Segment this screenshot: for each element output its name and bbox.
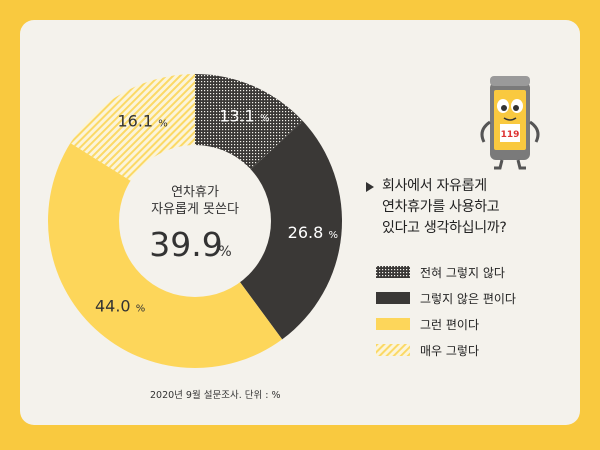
legend-item: 전혀 그렇지 않다 [376, 263, 516, 281]
chart-legend: 전혀 그렇지 않다 그렇지 않은 편이다 그런 편이다 매우 그렇다 [376, 263, 516, 367]
triangle-bullet-icon [366, 182, 374, 192]
legend-label: 매우 그렇다 [420, 343, 480, 358]
phone-mascot-illustration: 119 [480, 76, 540, 170]
question-line-2: 연차휴가를 사용하고 [382, 199, 500, 215]
slice-percent-sign: % [158, 118, 168, 129]
legend-item: 그런 편이다 [376, 315, 516, 333]
legend-item: 그렇지 않은 편이다 [376, 289, 516, 307]
donut-hole [119, 145, 271, 297]
legend-label: 전혀 그렇지 않다 [420, 265, 505, 280]
survey-question: 회사에서 자유롭게 연차휴가를 사용하고 있다고 생각하십니까? [366, 176, 572, 239]
slice-percent-sign: % [260, 114, 270, 125]
legend-label: 그런 편이다 [420, 317, 480, 332]
question-line-1: 회사에서 자유롭게 [382, 178, 487, 194]
legend-swatch-dark [376, 292, 410, 304]
legend-swatch-hatch [376, 344, 410, 356]
svg-text:119: 119 [501, 130, 520, 140]
center-line-1: 연차휴가 [171, 185, 219, 200]
legend-swatch-dots [376, 266, 410, 278]
slice-percent-sign: % [136, 303, 146, 314]
legend-swatch-yellow [376, 318, 410, 330]
legend-label: 그렇지 않은 편이다 [420, 291, 516, 306]
legend-item: 매우 그렇다 [376, 341, 516, 359]
slice-value-label: 44.0 [95, 296, 131, 315]
center-line-2: 자유롭게 못쓴다 [151, 202, 239, 217]
slice-labels: 13.1 % 26.8 % 44.0 % 16.1% [95, 107, 338, 316]
center-value: 39.9 [149, 225, 222, 264]
slice-value-label: 26.8 [288, 223, 324, 242]
center-unit: % [218, 244, 231, 260]
slice-percent-sign: % [328, 230, 338, 241]
question-line-3: 있다고 생각하십니까? [382, 220, 507, 236]
slice-value-label: 16.1 [117, 111, 153, 130]
slice-value-label: 13.1 [219, 107, 255, 126]
source-note: 2020년 9월 설문조사. 단위 : % [150, 390, 281, 401]
